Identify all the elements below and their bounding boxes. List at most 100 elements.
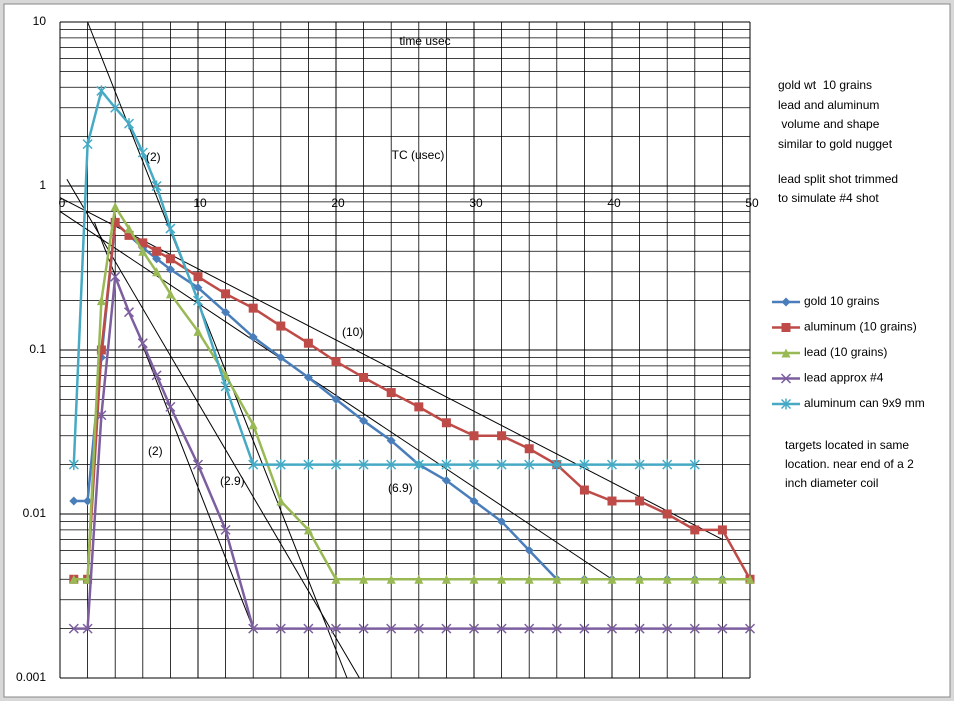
- marker: [413, 623, 424, 634]
- marker: [441, 623, 452, 634]
- marker: [331, 394, 341, 404]
- marker: [82, 623, 93, 634]
- marker: [386, 436, 396, 446]
- x-tick-label: 20: [331, 196, 345, 210]
- marker: [496, 459, 507, 471]
- marker: [193, 326, 203, 336]
- legend-label: lead approx #4: [804, 371, 884, 385]
- marker: [69, 496, 79, 506]
- marker: [68, 459, 79, 471]
- marker: [690, 525, 700, 535]
- marker: [359, 574, 369, 584]
- legend-item: aluminum (10 grains): [772, 320, 917, 334]
- marker: [96, 345, 106, 355]
- marker: [248, 420, 258, 430]
- legend-item: lead approx #4: [772, 371, 884, 385]
- marker: [331, 574, 341, 584]
- legend-item: gold 10 grains: [772, 294, 879, 308]
- marker: [662, 509, 672, 519]
- marker: [635, 496, 645, 506]
- marker: [220, 380, 231, 392]
- marker: [469, 574, 479, 584]
- marker: [137, 147, 148, 159]
- marker: [634, 459, 645, 471]
- marker: [414, 574, 424, 584]
- marker: [717, 574, 727, 584]
- marker: [192, 459, 204, 470]
- marker: [110, 271, 121, 282]
- marker: [386, 623, 397, 634]
- marker: [137, 338, 148, 349]
- marker: [606, 459, 618, 471]
- marker: [781, 323, 791, 332]
- x-tick-label: 30: [469, 196, 483, 210]
- annotation: (2.9): [220, 474, 245, 488]
- marker: [303, 372, 313, 382]
- marker: [96, 410, 107, 421]
- marker: [124, 230, 134, 240]
- marker: [138, 246, 148, 256]
- marker: [469, 496, 479, 506]
- marker: [607, 496, 617, 506]
- marker: [386, 574, 396, 584]
- marker: [152, 254, 162, 264]
- marker: [552, 574, 562, 584]
- x-tick-label: 10: [193, 196, 207, 210]
- marker: [781, 348, 791, 358]
- marker: [193, 272, 203, 282]
- marker: [110, 201, 120, 211]
- marker: [634, 623, 645, 634]
- chart-title: time usec: [399, 34, 450, 48]
- marker: [781, 297, 791, 307]
- marker: [220, 524, 231, 535]
- marker: [151, 370, 162, 381]
- x-axis-label: TC (usec): [392, 148, 445, 162]
- note: similar to gold nugget: [778, 137, 893, 151]
- marker: [193, 283, 203, 293]
- marker: [331, 357, 341, 367]
- marker: [606, 623, 618, 634]
- annotation: (6.9): [388, 481, 413, 495]
- marker: [551, 623, 562, 634]
- marker: [441, 418, 451, 428]
- x-tick-label: 0: [59, 196, 66, 210]
- marker: [82, 138, 93, 150]
- marker: [303, 525, 313, 535]
- marker: [524, 459, 535, 471]
- y-tick-label: 0.01: [23, 506, 47, 520]
- legend-item: aluminum can 9x9 mm: [772, 396, 925, 410]
- note: volume and shape: [778, 117, 880, 131]
- marker: [276, 353, 286, 363]
- marker: [303, 338, 313, 348]
- marker: [248, 303, 258, 313]
- marker: [248, 459, 259, 471]
- marker: [441, 574, 451, 584]
- marker: [152, 246, 162, 256]
- marker: [524, 444, 534, 454]
- marker: [123, 307, 135, 318]
- marker: [275, 623, 286, 634]
- marker: [468, 623, 480, 634]
- marker: [192, 295, 204, 307]
- marker: [248, 332, 258, 342]
- annotation: (10): [342, 325, 363, 339]
- marker: [745, 574, 755, 584]
- marker: [689, 459, 700, 471]
- reference-line: [66, 178, 360, 679]
- marker: [579, 485, 589, 495]
- marker: [221, 289, 231, 299]
- x-tick-label: 40: [607, 196, 621, 210]
- marker: [110, 217, 120, 227]
- marker: [96, 296, 106, 306]
- marker: [124, 224, 134, 234]
- marker: [303, 459, 314, 471]
- marker: [83, 496, 93, 506]
- marker: [165, 254, 175, 264]
- note: location. near end of a 2: [785, 457, 914, 471]
- marker: [386, 459, 397, 471]
- marker: [469, 431, 479, 441]
- marker: [165, 401, 176, 412]
- marker: [497, 517, 507, 527]
- marker: [151, 180, 162, 192]
